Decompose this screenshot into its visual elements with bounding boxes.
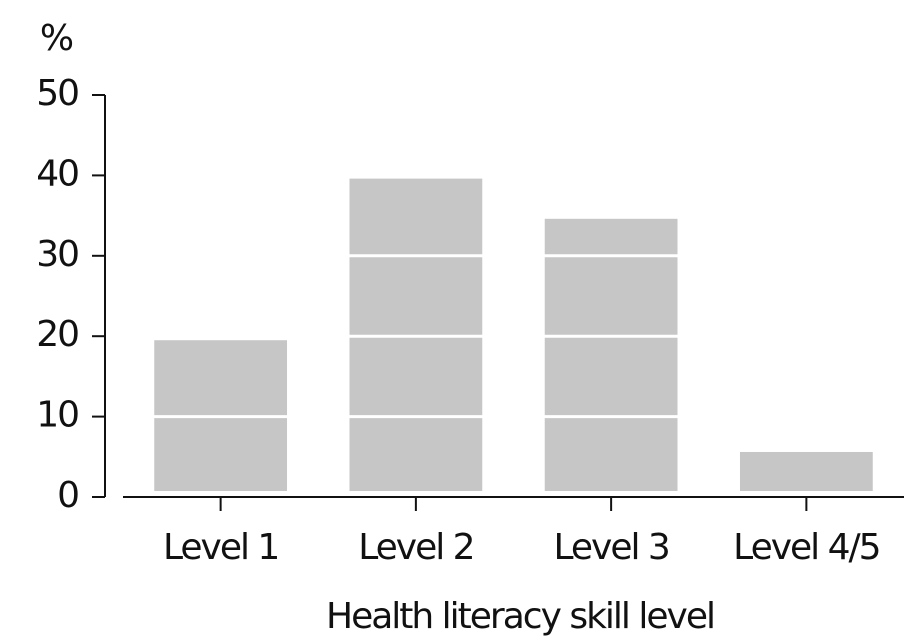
y-tick-label: 20 (36, 314, 78, 355)
x-tick-label: Level 1 (163, 527, 278, 568)
y-axis-label: % (40, 18, 73, 59)
y-tick-label: 40 (36, 153, 78, 194)
x-tick-label: Level 3 (553, 527, 668, 568)
x-tick-label: Level 4/5 (733, 527, 879, 568)
bar (739, 451, 873, 491)
y-tick-label: 10 (36, 395, 78, 436)
y-tick-label: 50 (36, 73, 78, 114)
x-axis-label: Health literacy skill level (326, 596, 714, 637)
y-tick-label: 30 (36, 234, 78, 275)
x-tick-label: Level 2 (358, 527, 473, 568)
y-tick-label: 0 (57, 475, 78, 516)
bar (544, 218, 678, 492)
